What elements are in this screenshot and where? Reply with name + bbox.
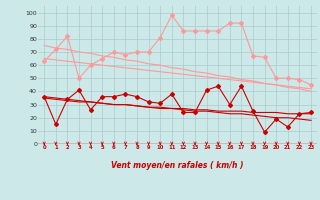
X-axis label: Vent moyen/en rafales ( km/h ): Vent moyen/en rafales ( km/h ) [111,161,244,170]
